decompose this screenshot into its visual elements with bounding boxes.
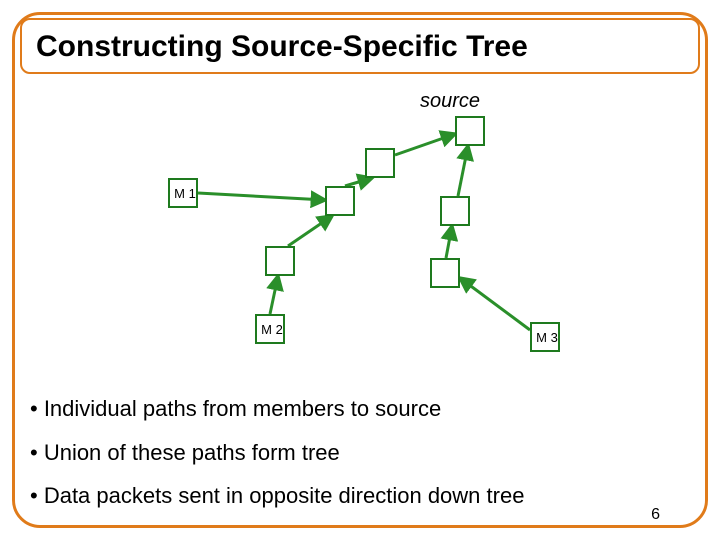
node-n4 (265, 246, 295, 276)
edge-n3-src (458, 146, 468, 196)
node-n1 (365, 148, 395, 178)
bullet-2: • Union of these paths form tree (30, 439, 690, 467)
node-m1: M 1 (168, 178, 198, 208)
bullet-3: • Data packets sent in opposite directio… (30, 482, 690, 510)
node-m3: M 3 (530, 322, 560, 352)
page-number: 6 (651, 506, 660, 524)
edge-n4-n2 (288, 216, 332, 246)
node-label-m1: M 1 (170, 186, 200, 201)
edge-m3-n5 (460, 278, 530, 330)
node-label-m2: M 2 (257, 322, 287, 337)
edge-m1-n2 (198, 193, 325, 200)
node-n3 (440, 196, 470, 226)
edge-m2-n4 (270, 276, 278, 314)
node-label-m3: M 3 (532, 330, 562, 345)
edge-n2-n1 (345, 178, 372, 186)
bullet-1: • Individual paths from members to sourc… (30, 395, 690, 423)
node-n2 (325, 186, 355, 216)
node-n5 (430, 258, 460, 288)
edge-n5-n3 (446, 226, 452, 258)
node-m2: M 2 (255, 314, 285, 344)
edge-n1-src (395, 134, 455, 155)
bullets: • Individual paths from members to sourc… (30, 395, 690, 526)
slide: Constructing Source-Specific Tree source… (0, 0, 720, 540)
node-src (455, 116, 485, 146)
